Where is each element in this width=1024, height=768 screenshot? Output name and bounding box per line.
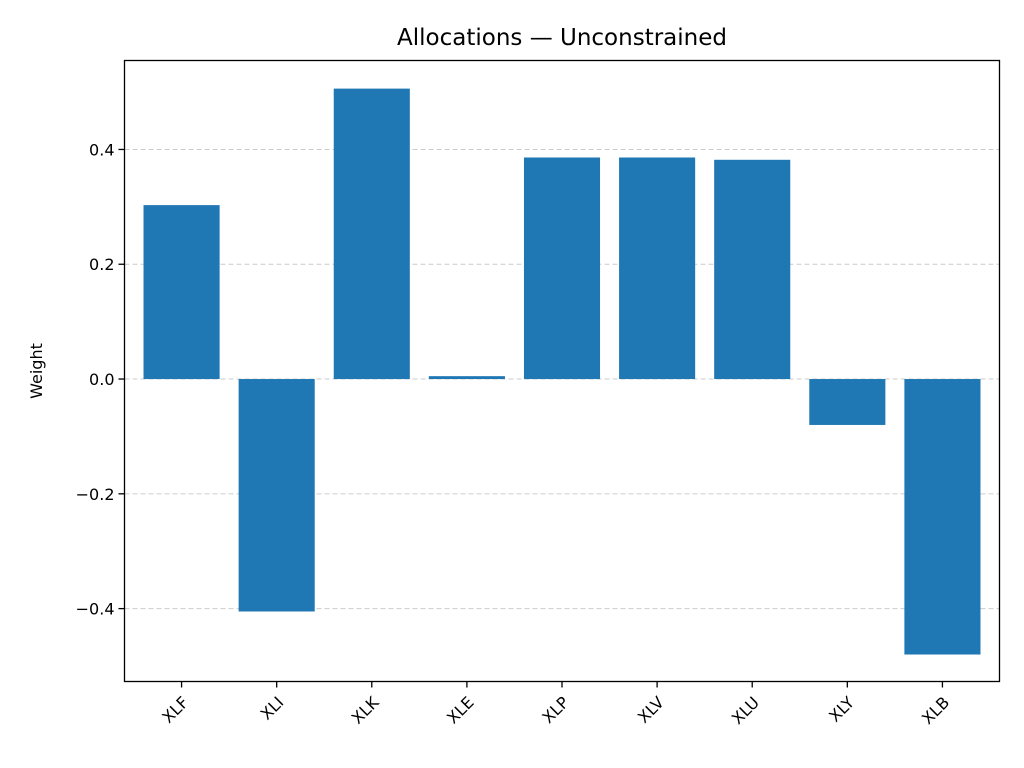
bar-xlb <box>904 379 981 655</box>
bar-xly <box>809 379 886 425</box>
x-tick-label: XLK <box>348 692 383 727</box>
y-tick-label: −0.4 <box>76 600 115 619</box>
x-tick-label: XLB <box>918 693 953 728</box>
bar-xle <box>428 376 505 380</box>
x-tick-label: XLF <box>158 693 192 727</box>
y-tick-label: 0.2 <box>89 255 114 274</box>
y-axis-label: Weight <box>27 343 46 399</box>
y-tick-label: −0.2 <box>76 485 115 504</box>
x-tick-label: XLV <box>634 693 668 727</box>
y-axis: −0.4 −0.2 0.0 0.2 0.4 <box>76 140 125 619</box>
bar-xli <box>238 379 315 612</box>
bar-xlv <box>619 157 696 380</box>
x-axis: XLF XLI XLK XLE XLP XLV XLU XLY XLB <box>158 681 953 728</box>
bar-xlk <box>333 88 410 380</box>
y-tick-label: 0.0 <box>89 370 114 389</box>
x-tick-label: XLI <box>257 693 288 724</box>
x-tick-label: XLY <box>825 693 858 726</box>
bars <box>143 88 981 655</box>
bar-xlu <box>714 159 791 380</box>
x-tick-label: XLP <box>538 693 573 728</box>
bar-xlp <box>523 157 601 380</box>
x-tick-label: XLE <box>443 693 478 728</box>
x-tick-label: XLU <box>728 693 763 728</box>
bar-xlf <box>143 205 220 380</box>
y-tick-label: 0.4 <box>89 140 114 159</box>
chart-title: Allocations — Unconstrained <box>397 25 727 51</box>
plot-frame <box>123 59 1001 683</box>
